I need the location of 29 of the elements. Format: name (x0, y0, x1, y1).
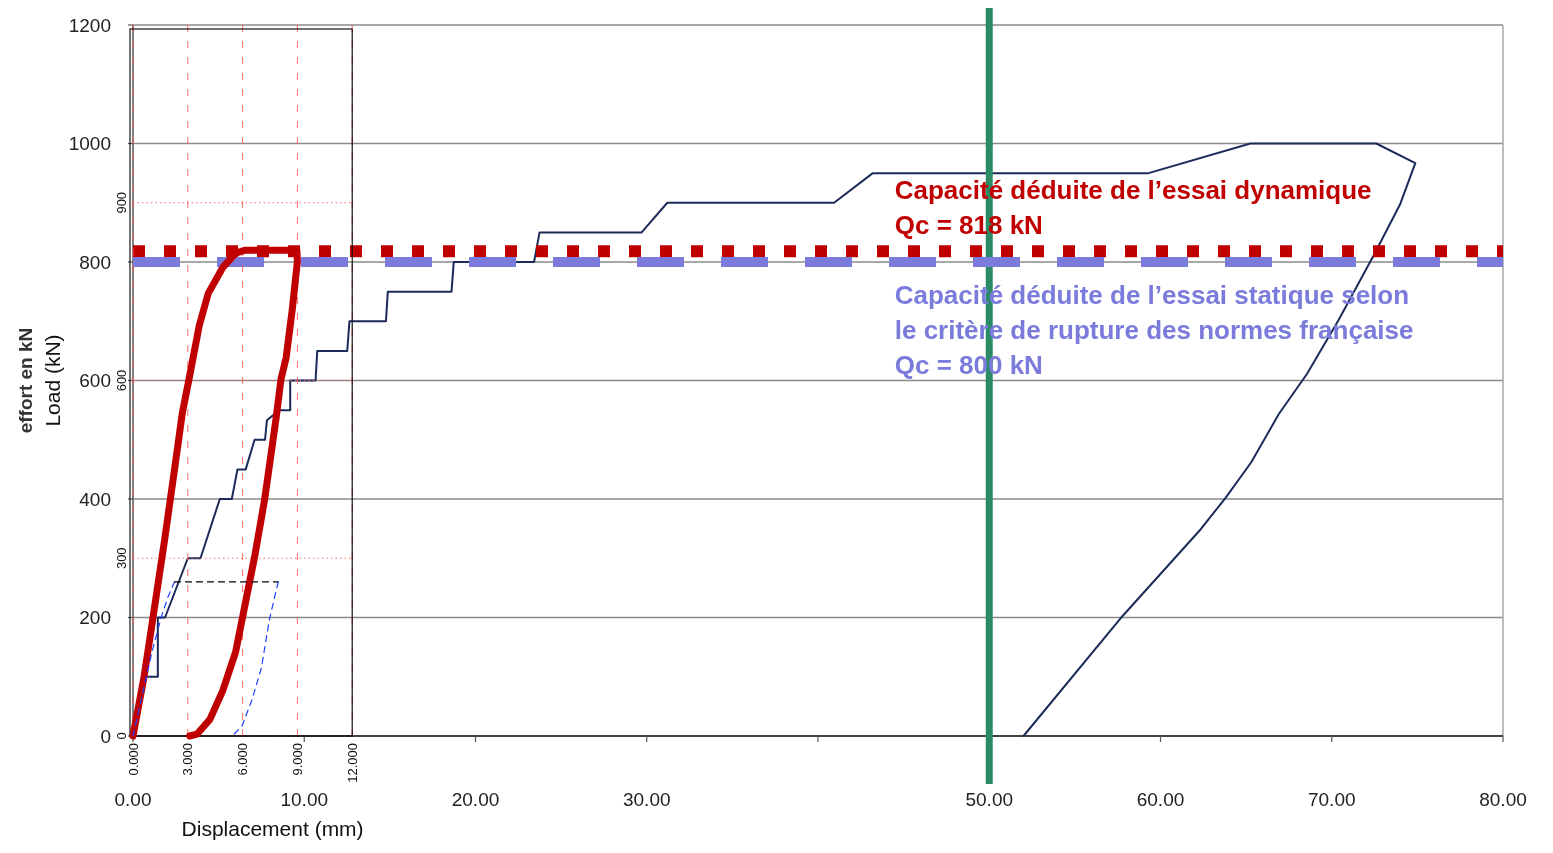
x-axis-title: Displacement (mm) (181, 817, 364, 840)
y-tick-label: 0 (114, 732, 129, 740)
y-axis-title: Load (kN) (41, 334, 64, 427)
y-tick-label: 600 (79, 370, 111, 392)
x-tick-label: 50.00 (965, 789, 1014, 810)
x-tick-label: 30.00 (622, 789, 671, 810)
line-series (231, 581, 279, 737)
y-tick-label: 400 (79, 488, 111, 510)
y-tick-label: 1200 (68, 14, 111, 36)
x-tick-label: 0.000 (125, 743, 141, 776)
y-tick-label: 0 (100, 725, 111, 747)
y-tick-label: 300 (114, 547, 129, 570)
x-tick-label: 20.00 (451, 789, 500, 810)
y-tick-label: 900 (114, 191, 129, 214)
line-series (132, 581, 176, 737)
y-tick-label: 600 (114, 369, 129, 392)
x-tick-label: 12.000 (344, 743, 360, 783)
x-tick-label: 10.00 (280, 789, 329, 810)
y-tick-label: 800 (79, 251, 111, 273)
y-axis-title: effort en kN (15, 327, 36, 434)
x-tick-label: 70.00 (1307, 789, 1356, 810)
x-tick-label: 3.000 (180, 743, 196, 776)
x-tick-label: 80.00 (1479, 789, 1527, 810)
y-tick-label: 1000 (68, 133, 111, 155)
y-tick-label: 200 (79, 607, 111, 629)
x-tick-label: 9.000 (289, 743, 305, 776)
x-tick-label: 60.00 (1136, 789, 1185, 810)
x-tick-label: 0.00 (114, 789, 152, 810)
x-tick-label: 6.000 (235, 743, 251, 776)
